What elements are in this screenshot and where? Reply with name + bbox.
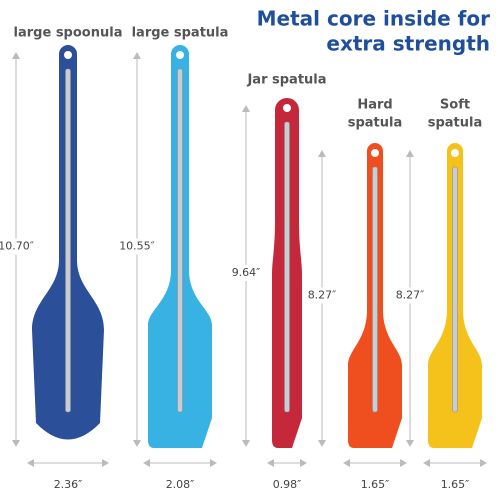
item-name: spatula xyxy=(348,116,403,131)
metal-core xyxy=(65,68,71,413)
metal-core xyxy=(372,166,378,413)
height-label: 8.27″ xyxy=(396,289,425,302)
metal-core xyxy=(177,68,183,413)
height-label: 8.27″ xyxy=(308,289,337,302)
height-label: 10.55″ xyxy=(119,240,155,253)
width-label: 2.36″ xyxy=(54,478,83,491)
hang-hole xyxy=(176,51,184,59)
metal-core xyxy=(452,166,458,413)
title-line: Metal core inside for xyxy=(257,7,490,31)
item-name: Soft xyxy=(440,98,470,113)
label-bg xyxy=(304,287,340,304)
item-name: spatula xyxy=(428,116,483,131)
metal-core xyxy=(284,121,290,413)
label-bg xyxy=(0,238,34,255)
hang-hole xyxy=(64,51,72,59)
width-label: 1.65″ xyxy=(361,478,390,491)
hang-hole xyxy=(451,149,459,157)
title-line: extra strength xyxy=(326,32,490,56)
height-label: 9.64″ xyxy=(232,266,261,279)
item-name: large spoonula xyxy=(14,26,123,41)
width-label: 2.08″ xyxy=(166,478,195,491)
item-name: large spatula xyxy=(132,26,229,41)
hang-hole xyxy=(371,149,379,157)
item-name: Jar spatula xyxy=(246,73,326,88)
height-label: 10.70″ xyxy=(0,240,34,253)
hang-hole xyxy=(283,104,291,112)
item-name: Hard xyxy=(357,98,392,113)
label-bg xyxy=(119,238,155,255)
width-label: 0.98″ xyxy=(273,478,302,491)
width-label: 1.65″ xyxy=(441,478,470,491)
label-bg xyxy=(392,287,428,304)
label-bg xyxy=(228,265,264,281)
